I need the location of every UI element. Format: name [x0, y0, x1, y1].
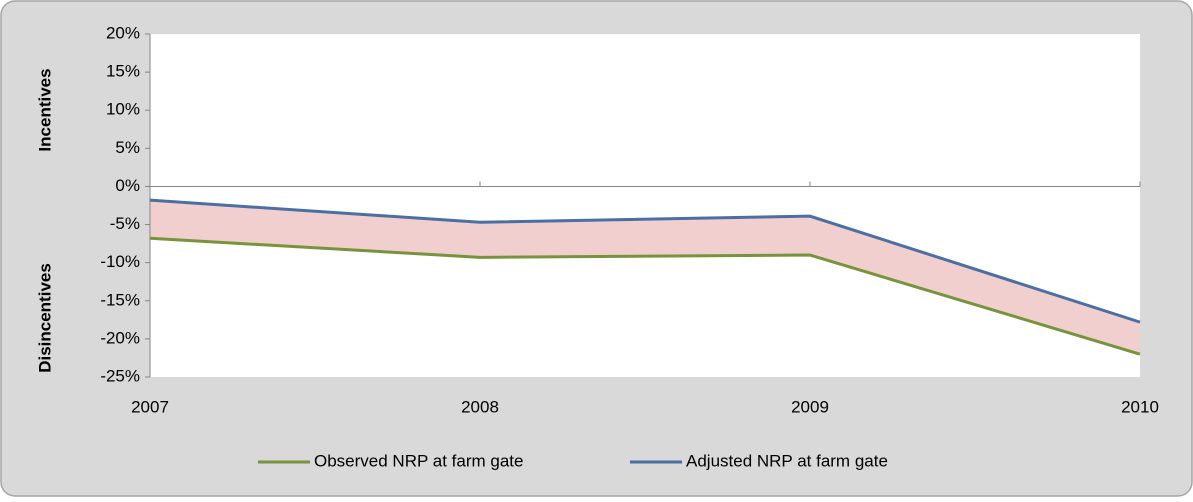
y-axis-label: Incentives: [35, 68, 54, 151]
x-tick-label: 2009: [791, 397, 829, 416]
difference-band: [150, 200, 1140, 355]
y-axis-label: Disincentives: [35, 263, 54, 373]
y-tick-label: -20%: [100, 328, 140, 347]
y-tick-label: -25%: [100, 366, 140, 385]
series-line: [149, 236, 1141, 356]
x-tick-label: 2010: [1121, 397, 1159, 416]
series-line: [149, 198, 1141, 324]
legend-label: Adjusted NRP at farm gate: [686, 451, 888, 470]
y-tick-label: -15%: [100, 290, 140, 309]
y-tick-label: 15%: [106, 62, 140, 81]
y-tick-label: -10%: [100, 252, 140, 271]
y-tick-label: 10%: [106, 100, 140, 119]
x-tick-label: 2008: [461, 397, 499, 416]
y-tick-label: -5%: [110, 214, 140, 233]
plot-area: [150, 34, 1140, 377]
y-tick-label: 0%: [115, 176, 140, 195]
y-tick-label: 20%: [106, 23, 140, 42]
y-tick-label: 5%: [115, 138, 140, 157]
legend-label: Observed NRP at farm gate: [314, 451, 523, 470]
x-tick-label: 2007: [131, 397, 169, 416]
